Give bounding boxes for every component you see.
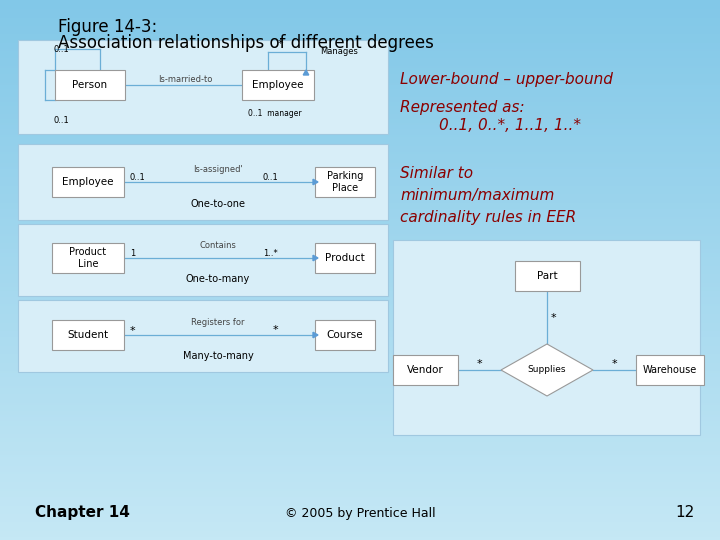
Text: Warehouse: Warehouse <box>643 365 697 375</box>
Text: Parking
Place: Parking Place <box>327 171 363 193</box>
Text: Employee: Employee <box>62 177 114 187</box>
FancyBboxPatch shape <box>52 167 124 197</box>
Text: Manages: Manages <box>320 48 358 57</box>
Text: *: * <box>130 326 135 336</box>
Text: *: * <box>272 325 278 335</box>
Text: 0..1: 0..1 <box>53 116 68 125</box>
FancyBboxPatch shape <box>55 70 125 100</box>
Text: *: * <box>277 39 283 49</box>
Text: Vendor: Vendor <box>407 365 444 375</box>
Text: Part: Part <box>536 271 557 281</box>
Text: 0..1: 0..1 <box>130 172 145 181</box>
FancyBboxPatch shape <box>52 320 124 350</box>
Text: Course: Course <box>327 330 364 340</box>
Text: Many-to-many: Many-to-many <box>183 351 253 361</box>
FancyBboxPatch shape <box>18 144 388 220</box>
FancyBboxPatch shape <box>393 240 700 435</box>
FancyBboxPatch shape <box>52 243 124 273</box>
Polygon shape <box>313 332 318 338</box>
Text: Supplies: Supplies <box>528 366 566 375</box>
Text: Is-married-to: Is-married-to <box>158 75 212 84</box>
Text: Lower-bound – upper-bound: Lower-bound – upper-bound <box>400 72 613 87</box>
FancyBboxPatch shape <box>242 70 314 100</box>
Text: One-to-many: One-to-many <box>186 274 250 284</box>
Text: Person: Person <box>73 80 107 90</box>
Text: 0..1: 0..1 <box>262 172 278 181</box>
Text: 1: 1 <box>130 249 135 259</box>
FancyBboxPatch shape <box>315 243 375 273</box>
Text: *: * <box>612 359 617 369</box>
Text: 12: 12 <box>676 505 695 520</box>
Text: Student: Student <box>68 330 109 340</box>
Polygon shape <box>313 179 318 185</box>
Polygon shape <box>313 255 318 261</box>
Text: Similar to
minimum/maximum
cardinality rules in EER: Similar to minimum/maximum cardinality r… <box>400 166 576 225</box>
Text: Product
Line: Product Line <box>69 247 107 269</box>
FancyBboxPatch shape <box>18 40 388 134</box>
Text: Registers for: Registers for <box>192 318 245 327</box>
FancyBboxPatch shape <box>636 355 704 385</box>
Text: 0..1: 0..1 <box>53 45 68 54</box>
FancyBboxPatch shape <box>18 224 388 296</box>
Text: *: * <box>477 359 482 369</box>
Text: 0..1, 0..*, 1..1, 1..*: 0..1, 0..*, 1..1, 1..* <box>400 118 581 133</box>
FancyBboxPatch shape <box>315 167 375 197</box>
Text: Product: Product <box>325 253 365 263</box>
Text: Association relationships of different degrees: Association relationships of different d… <box>58 34 434 52</box>
FancyBboxPatch shape <box>392 355 457 385</box>
Text: Figure 14-3:: Figure 14-3: <box>58 18 157 36</box>
Text: One-to-one: One-to-one <box>191 199 246 209</box>
Text: Employee: Employee <box>252 80 304 90</box>
Text: Is-assigned': Is-assigned' <box>193 165 243 174</box>
FancyBboxPatch shape <box>315 320 375 350</box>
Text: 0..1  manager: 0..1 manager <box>248 109 302 118</box>
Polygon shape <box>501 344 593 396</box>
Text: © 2005 by Prentice Hall: © 2005 by Prentice Hall <box>284 507 436 520</box>
FancyBboxPatch shape <box>515 261 580 291</box>
Text: Represented as:: Represented as: <box>400 100 525 115</box>
Text: Chapter 14: Chapter 14 <box>35 505 130 520</box>
Text: 1..*: 1..* <box>264 248 278 258</box>
FancyBboxPatch shape <box>18 300 388 372</box>
Polygon shape <box>303 70 309 75</box>
Text: Contains: Contains <box>199 241 236 250</box>
Text: *: * <box>551 313 557 322</box>
